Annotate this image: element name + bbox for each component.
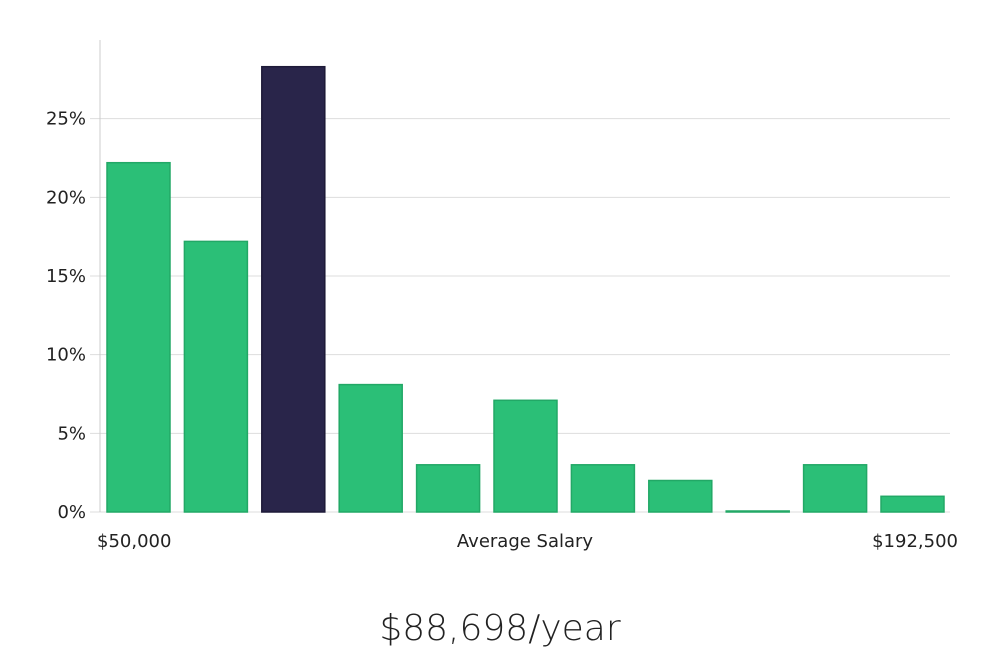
y-tick-label: 5% xyxy=(57,423,86,444)
bar xyxy=(570,464,636,513)
y-tick-label: 20% xyxy=(46,187,86,208)
bar-highlighted xyxy=(261,65,326,513)
x-max-label: $192,500 xyxy=(872,531,958,552)
bar xyxy=(802,464,868,513)
bar xyxy=(106,161,171,513)
y-tick-label: 0% xyxy=(57,502,86,523)
bar xyxy=(880,495,945,513)
y-tick-labels: 0% 5% 10% 15% 20% 25% xyxy=(46,109,86,523)
y-tick-label: 25% xyxy=(46,109,86,130)
x-axis-label: Average Salary xyxy=(457,531,594,552)
bar xyxy=(338,383,403,513)
bar xyxy=(648,479,713,513)
bar xyxy=(183,240,249,513)
y-tick-label: 15% xyxy=(46,266,86,287)
bar xyxy=(725,510,790,513)
bar xyxy=(493,399,558,513)
bar xyxy=(415,464,481,513)
x-min-label: $50,000 xyxy=(97,531,171,552)
y-tick-label: 10% xyxy=(46,345,86,366)
bars xyxy=(106,65,945,513)
salary-histogram: 0%5%10%15%20%25% $50,000 Average Salary … xyxy=(46,40,958,552)
average-salary-value: $88,698/year xyxy=(379,608,621,649)
